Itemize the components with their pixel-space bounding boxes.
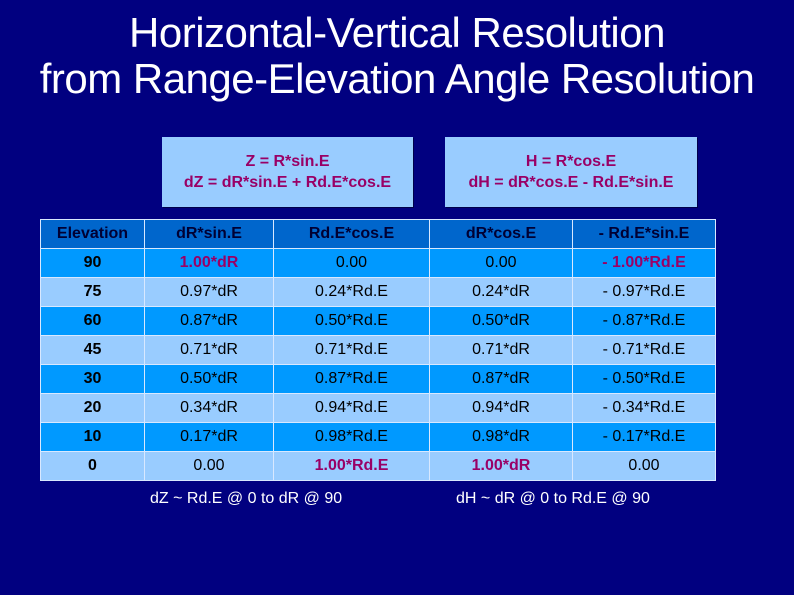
dz-formula: dZ = dR*sin.E + Rd.E*cos.E	[183, 174, 392, 191]
z-formula: Z = R*sin.E	[245, 153, 330, 170]
table-cell: - 0.87*Rd.E	[572, 306, 716, 336]
table-row: 30 0.50*dR 0.87*Rd.E 0.87*dR - 0.50*Rd.E	[40, 364, 716, 394]
header-dr-sine: dR*sin.E	[144, 219, 274, 249]
horizontal-formula-box: H = R*cos.E dH = dR*cos.E - Rd.E*sin.E	[445, 137, 697, 207]
title-line-2: from Range-Elevation Angle Resolution	[39, 55, 755, 102]
table-cell: 0.24*Rd.E	[273, 277, 430, 307]
table-cell: 0.71*dR	[429, 335, 573, 365]
table-cell: 0.71*Rd.E	[273, 335, 430, 365]
table-cell: 0.94*dR	[429, 393, 573, 423]
horizontal-resolution-note: dH ~ dR @ 0 to Rd.E @ 90	[456, 490, 650, 507]
table-cell: 0.94*Rd.E	[273, 393, 430, 423]
table-cell: - 0.50*Rd.E	[572, 364, 716, 394]
table-cell: 0.87*Rd.E	[273, 364, 430, 394]
table-cell: 0.00	[572, 451, 716, 481]
table-cell: 0.00	[273, 248, 430, 278]
vertical-resolution-note: dZ ~ Rd.E @ 0 to dR @ 90	[150, 490, 343, 507]
table-cell: 1.00*dR	[144, 248, 274, 278]
dh-formula: dH = dR*cos.E - Rd.E*sin.E	[468, 174, 674, 191]
resolution-table: Elevation dR*sin.E Rd.E*cos.E dR*cos.E -…	[40, 219, 716, 481]
elevation-cell: 75	[40, 277, 145, 307]
table-row: 90 1.00*dR 0.00 0.00 - 1.00*Rd.E	[40, 248, 716, 278]
table-cell: 1.00*dR	[429, 451, 573, 481]
elevation-cell: 20	[40, 393, 145, 423]
table-cell: 0.98*dR	[429, 422, 573, 452]
table-row: 60 0.87*dR 0.50*Rd.E 0.50*dR - 0.87*Rd.E	[40, 306, 716, 336]
elevation-cell: 30	[40, 364, 145, 394]
title-line-1: Horizontal-Vertical Resolution	[129, 9, 665, 56]
table-row: 45 0.71*dR 0.71*Rd.E 0.71*dR - 0.71*Rd.E	[40, 335, 716, 365]
table-cell: 0.50*dR	[429, 306, 573, 336]
elevation-cell: 90	[40, 248, 145, 278]
table-cell: - 0.17*Rd.E	[572, 422, 716, 452]
table-row: 10 0.17*dR 0.98*Rd.E 0.98*dR - 0.17*Rd.E	[40, 422, 716, 452]
table-cell: 0.87*dR	[144, 306, 274, 336]
table-cell: - 0.71*Rd.E	[572, 335, 716, 365]
table-row: 20 0.34*dR 0.94*Rd.E 0.94*dR - 0.34*Rd.E	[40, 393, 716, 423]
table-cell: 0.98*Rd.E	[273, 422, 430, 452]
table-header-row: Elevation dR*sin.E Rd.E*cos.E dR*cos.E -…	[40, 219, 716, 249]
elevation-cell: 10	[40, 422, 145, 452]
table-cell: 0.97*dR	[144, 277, 274, 307]
table-cell: - 1.00*Rd.E	[572, 248, 716, 278]
h-formula: H = R*cos.E	[525, 153, 617, 170]
elevation-cell: 45	[40, 335, 145, 365]
table-cell: 0.50*dR	[144, 364, 274, 394]
elevation-cell: 60	[40, 306, 145, 336]
header-elevation: Elevation	[40, 219, 145, 249]
table-row: 0 0.00 1.00*Rd.E 1.00*dR 0.00	[40, 451, 716, 481]
header-rde-cose: Rd.E*cos.E	[273, 219, 430, 249]
table-cell: 1.00*Rd.E	[273, 451, 430, 481]
table-cell: 0.24*dR	[429, 277, 573, 307]
table-cell: - 0.34*Rd.E	[572, 393, 716, 423]
slide-title: Horizontal-Vertical Resolution from Rang…	[0, 10, 794, 102]
table-row: 75 0.97*dR 0.24*Rd.E 0.24*dR - 0.97*Rd.E	[40, 277, 716, 307]
header-dr-cose: dR*cos.E	[429, 219, 573, 249]
table-cell: 0.87*dR	[429, 364, 573, 394]
table-cell: 0.17*dR	[144, 422, 274, 452]
table-cell: 0.50*Rd.E	[273, 306, 430, 336]
elevation-cell: 0	[40, 451, 145, 481]
table-cell: 0.00	[144, 451, 274, 481]
header-neg-rde-sine: - Rd.E*sin.E	[572, 219, 716, 249]
table-cell: 0.34*dR	[144, 393, 274, 423]
table-cell: - 0.97*Rd.E	[572, 277, 716, 307]
table-cell: 0.71*dR	[144, 335, 274, 365]
vertical-formula-box: Z = R*sin.E dZ = dR*sin.E + Rd.E*cos.E	[162, 137, 413, 207]
table-cell: 0.00	[429, 248, 573, 278]
